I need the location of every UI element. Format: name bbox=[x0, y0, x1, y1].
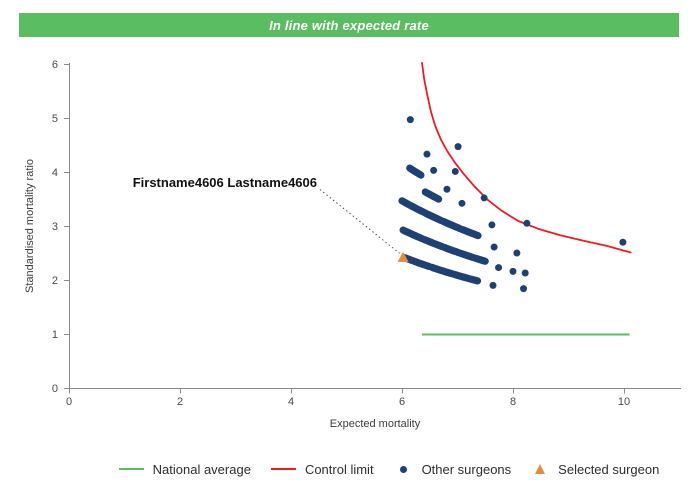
y-axis-tick-label: 1 bbox=[52, 329, 58, 341]
other-surgeons-band[interactable] bbox=[421, 188, 443, 203]
x-axis-tick-label: 0 bbox=[66, 396, 72, 408]
y-axis-tick-label: 5 bbox=[52, 113, 58, 125]
x-axis-title: Expected mortality bbox=[330, 418, 421, 430]
other-surgeons-band[interactable] bbox=[471, 254, 489, 265]
other-surgeons-dot-icon bbox=[399, 465, 407, 473]
other-surgeon-point[interactable] bbox=[423, 150, 431, 158]
y-axis-tick-label: 6 bbox=[52, 59, 58, 71]
y-axis-tick-label: 3 bbox=[52, 221, 58, 233]
legend-item-other-surgeons: Other surgeons bbox=[394, 461, 512, 477]
other-surgeons-band[interactable] bbox=[421, 209, 445, 224]
other-surgeon-point[interactable] bbox=[523, 219, 531, 227]
x-axis-tick-label: 8 bbox=[510, 396, 516, 408]
other-surgeon-point[interactable] bbox=[458, 199, 466, 207]
other-surgeons-band[interactable] bbox=[457, 249, 477, 262]
y-axis-tick-label: 0 bbox=[52, 383, 58, 395]
control-limit-line bbox=[421, 62, 632, 254]
other-surgeon-point[interactable] bbox=[430, 166, 438, 174]
status-banner-text: In line with expected rate bbox=[269, 17, 429, 33]
other-surgeon-point[interactable] bbox=[488, 221, 496, 229]
annotation-leader-line bbox=[319, 189, 400, 254]
legend-label: Control limit bbox=[304, 461, 374, 477]
other-surgeons-band[interactable] bbox=[439, 217, 464, 233]
legend-item-national-average: National average bbox=[118, 461, 251, 477]
other-surgeon-point[interactable] bbox=[443, 185, 451, 193]
legend-label: National average bbox=[152, 461, 251, 477]
x-axis-tick-label: 4 bbox=[288, 396, 294, 408]
other-surgeons-band[interactable] bbox=[467, 275, 482, 285]
other-surgeons-band[interactable] bbox=[440, 243, 463, 257]
other-surgeon-point[interactable] bbox=[480, 194, 488, 202]
other-surgeon-point[interactable] bbox=[406, 116, 414, 124]
chart-legend: National average Control limit Other surge… bbox=[0, 457, 700, 481]
legend-label: Selected surgeon bbox=[558, 461, 660, 477]
other-surgeons-band[interactable] bbox=[401, 254, 433, 271]
other-surgeons-band[interactable] bbox=[428, 263, 456, 278]
national-average-line-swatch bbox=[118, 468, 144, 470]
other-surgeons-band[interactable] bbox=[450, 270, 473, 283]
y-axis-title: Standardised mortality ratio bbox=[24, 159, 36, 293]
x-axis-tick-label: 6 bbox=[399, 396, 405, 408]
other-surgeon-point[interactable] bbox=[451, 167, 459, 175]
other-surgeons-band[interactable] bbox=[420, 235, 446, 251]
other-surgeon-point[interactable] bbox=[619, 238, 627, 246]
other-surgeon-point[interactable] bbox=[513, 249, 521, 257]
legend-item-control-limit: Control limit bbox=[270, 461, 374, 477]
other-surgeon-point[interactable] bbox=[490, 243, 498, 251]
other-surgeon-point[interactable] bbox=[521, 269, 529, 277]
control-limit-line-swatch bbox=[270, 468, 296, 470]
other-surgeons-band[interactable] bbox=[399, 226, 426, 243]
status-banner: In line with expected rate bbox=[19, 13, 679, 37]
legend-item-selected-surgeon: Selected surgeon bbox=[531, 462, 659, 477]
selected-surgeon-marker[interactable] bbox=[397, 251, 409, 262]
selected-surgeon-triangle-icon bbox=[535, 464, 546, 474]
other-surgeons-band[interactable] bbox=[458, 226, 482, 240]
y-axis-tick-label: 2 bbox=[52, 275, 58, 287]
other-surgeon-point[interactable] bbox=[454, 143, 462, 151]
selected-surgeon-label: Firstname4606 Lastname4606 bbox=[133, 175, 317, 190]
other-surgeon-point[interactable] bbox=[509, 267, 517, 275]
other-surgeon-point[interactable] bbox=[495, 264, 503, 272]
y-axis-tick-label: 4 bbox=[52, 167, 58, 179]
x-axis-tick-label: 10 bbox=[618, 396, 630, 408]
legend-label: Other surgeons bbox=[421, 461, 512, 477]
other-surgeon-point[interactable] bbox=[489, 281, 497, 289]
other-surgeons-band[interactable] bbox=[398, 197, 427, 216]
other-surgeons-band[interactable] bbox=[406, 164, 425, 179]
x-axis-tick-label: 2 bbox=[177, 396, 183, 408]
other-surgeon-point[interactable] bbox=[520, 285, 528, 293]
